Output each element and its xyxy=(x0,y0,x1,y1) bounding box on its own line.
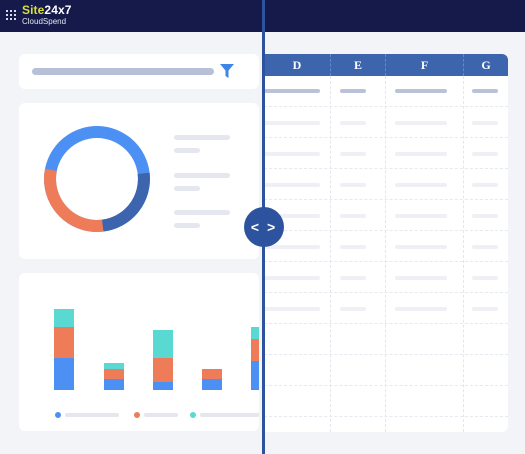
brand-name-rest: 24x7 xyxy=(44,3,72,17)
legend-line xyxy=(65,413,119,417)
table-cell[interactable] xyxy=(340,89,366,93)
table-cell[interactable] xyxy=(472,276,498,280)
bar-segment xyxy=(251,327,259,339)
donut-segment-orange xyxy=(44,168,104,232)
bar-segment xyxy=(104,363,124,369)
table-cell[interactable] xyxy=(340,245,366,249)
table-cell[interactable] xyxy=(340,152,366,156)
legend-line xyxy=(200,413,259,417)
bar-segment xyxy=(104,379,124,390)
grid-line xyxy=(330,76,331,432)
legend-line xyxy=(174,148,200,153)
filter-bar-placeholder[interactable] xyxy=(32,68,214,75)
table-cell[interactable] xyxy=(395,121,447,125)
column-header-g[interactable]: G xyxy=(481,58,491,72)
filter-card xyxy=(19,54,259,89)
table-cell[interactable] xyxy=(264,245,320,249)
grid-line xyxy=(264,199,508,200)
legend-line xyxy=(174,210,230,215)
table-cell[interactable] xyxy=(395,214,447,218)
bar-segment xyxy=(251,361,259,390)
product-name: CloudSpend xyxy=(22,17,67,26)
bar-segment xyxy=(54,358,74,390)
table-cell[interactable] xyxy=(472,89,498,93)
grid-line xyxy=(264,323,508,324)
table-cell[interactable] xyxy=(340,307,366,311)
brand-logo[interactable]: Site24x7 CloudSpend xyxy=(22,4,72,26)
table-cell[interactable] xyxy=(264,307,320,311)
table-cell[interactable] xyxy=(395,183,447,187)
table-cell[interactable] xyxy=(395,89,447,93)
bar-segment xyxy=(54,309,74,327)
grid-line xyxy=(264,137,508,138)
grid-line xyxy=(463,76,464,432)
grid-line xyxy=(385,76,386,432)
table-cell[interactable] xyxy=(395,276,447,280)
brand-name: Site24x7 xyxy=(22,4,72,16)
column-header-d[interactable]: D xyxy=(264,54,331,76)
stacked-bar-chart-card xyxy=(19,273,259,431)
table-cell[interactable] xyxy=(340,276,366,280)
bar-segment xyxy=(202,369,222,379)
bar-segment xyxy=(202,379,222,390)
filter-icon[interactable] xyxy=(220,64,234,79)
grid-line xyxy=(264,168,508,169)
table-cell[interactable] xyxy=(264,276,320,280)
grid-line xyxy=(264,292,508,293)
table-cell[interactable] xyxy=(395,152,447,156)
legend-line xyxy=(174,173,230,178)
column-header-f[interactable]: F xyxy=(386,54,464,76)
spreadsheet: D E F G xyxy=(264,54,508,432)
bar-segment xyxy=(153,382,173,390)
split-handle-icon[interactable]: < > xyxy=(244,207,284,247)
legend-dot-teal xyxy=(190,412,196,418)
grid-line xyxy=(264,261,508,262)
table-cell[interactable] xyxy=(472,152,498,156)
split-handle-label: < > xyxy=(250,219,278,235)
table-cell[interactable] xyxy=(472,214,498,218)
table-cell[interactable] xyxy=(264,214,320,218)
grid-line xyxy=(264,230,508,231)
table-cell[interactable] xyxy=(472,121,498,125)
grid-line xyxy=(264,385,508,386)
table-cell[interactable] xyxy=(340,183,366,187)
legend-line xyxy=(174,223,200,228)
table-cell[interactable] xyxy=(264,121,320,125)
spreadsheet-header: D E F G xyxy=(264,54,508,76)
table-cell[interactable] xyxy=(264,89,320,93)
grid-line xyxy=(264,416,508,417)
bar-segment xyxy=(104,369,124,379)
bar-segment xyxy=(153,358,173,382)
table-cell[interactable] xyxy=(264,152,320,156)
legend-line xyxy=(174,186,200,191)
donut-chart-card xyxy=(19,103,259,259)
stacked-bar-chart xyxy=(54,309,259,418)
table-cell[interactable] xyxy=(472,245,498,249)
bar-segment xyxy=(153,330,173,358)
table-cell[interactable] xyxy=(395,245,447,249)
legend-dot-orange xyxy=(134,412,140,418)
brand-name-site: Site xyxy=(22,3,45,17)
bar-segment xyxy=(54,327,74,358)
table-cell[interactable] xyxy=(395,307,447,311)
table-cell[interactable] xyxy=(340,121,366,125)
legend-line xyxy=(174,135,230,140)
donut-chart xyxy=(44,126,150,232)
table-cell[interactable] xyxy=(264,183,320,187)
grid-line xyxy=(264,354,508,355)
table-cell[interactable] xyxy=(472,307,498,311)
column-header-e[interactable]: E xyxy=(331,54,386,76)
legend-dot-blue xyxy=(55,412,61,418)
table-cell[interactable] xyxy=(472,183,498,187)
donut-segment-dark-blue xyxy=(101,172,150,232)
legend-line xyxy=(144,413,178,417)
apps-grid-icon[interactable] xyxy=(6,10,16,20)
grid-line xyxy=(264,106,508,107)
table-cell[interactable] xyxy=(340,214,366,218)
bar-segment xyxy=(251,339,259,361)
